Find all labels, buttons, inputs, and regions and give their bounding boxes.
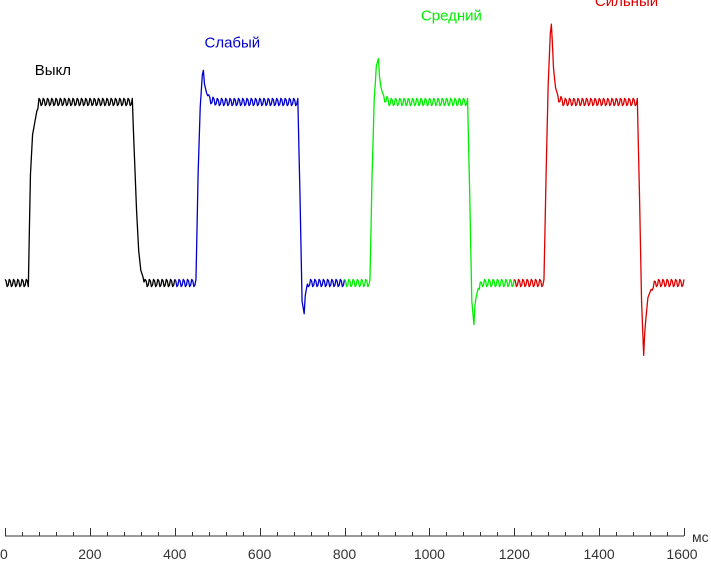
x-tick-label: 1000 bbox=[414, 546, 445, 562]
x-tick-label: 1600 bbox=[666, 546, 697, 562]
x-axis-unit: мс bbox=[692, 529, 709, 545]
series-label-1: Выкл bbox=[35, 62, 71, 79]
series-line-4 bbox=[513, 23, 685, 357]
x-tick-label: 1200 bbox=[499, 546, 530, 562]
x-tick-label: 800 bbox=[333, 546, 357, 562]
x-axis: мс 0 200 400 600 800 1000 1200 1400 1600 bbox=[0, 528, 709, 562]
series-label-3: Средний bbox=[421, 8, 482, 25]
x-tick-label: 1400 bbox=[584, 546, 615, 562]
series-label-2: Слабый bbox=[205, 35, 261, 52]
series-label-4: Сильный bbox=[595, 0, 658, 10]
x-tick-label: 0 bbox=[0, 546, 8, 562]
x-tick-label: 600 bbox=[248, 546, 272, 562]
series-line-3 bbox=[343, 57, 515, 326]
series-layer bbox=[4, 23, 685, 357]
series-line-2 bbox=[174, 69, 346, 315]
series-labels: Выкл Слабый Средний Сильный bbox=[35, 0, 658, 79]
x-tick-label: 200 bbox=[78, 546, 102, 562]
x-tick-label: 400 bbox=[163, 546, 187, 562]
series-line-1 bbox=[4, 97, 176, 288]
